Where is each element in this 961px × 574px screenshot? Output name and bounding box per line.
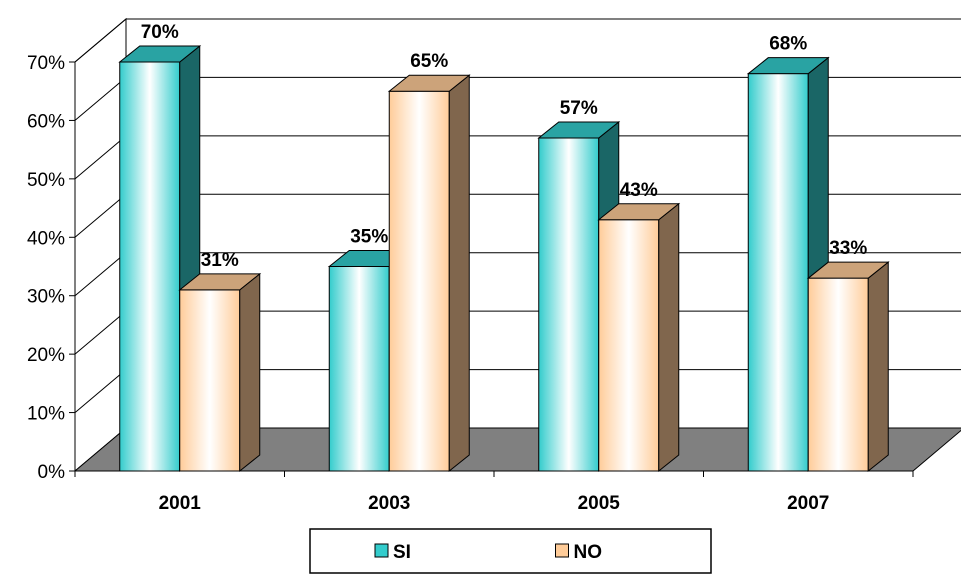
bars xyxy=(118,44,890,473)
y-tick-label: 0% xyxy=(38,462,66,483)
legend-swatch-no xyxy=(555,543,569,558)
bar-no-2003 xyxy=(387,74,471,473)
data-label-no: 33% xyxy=(829,238,867,259)
x-category-label: 2007 xyxy=(787,493,829,514)
bar-front-face xyxy=(538,137,600,472)
data-label-si: 57% xyxy=(560,98,598,119)
data-label-no: 43% xyxy=(620,180,658,201)
data-label-si: 35% xyxy=(350,227,388,248)
bar-no-2007 xyxy=(806,261,890,473)
bar-front-face xyxy=(388,90,450,472)
bar-top-face xyxy=(178,273,262,291)
x-category-label: 2001 xyxy=(159,493,202,514)
bar-front-face xyxy=(598,219,660,472)
y-tick-label: 50% xyxy=(27,170,65,191)
bar-side-face xyxy=(239,272,261,473)
bar-top-face xyxy=(387,74,471,92)
y-tick-label: 40% xyxy=(27,228,65,249)
legend-label-no: NO xyxy=(574,542,603,563)
data-label-no: 31% xyxy=(201,250,239,271)
data-labels: 70% 31% 35% 65% 57% 43% 68% 33% xyxy=(141,22,868,271)
y-tick-label: 70% xyxy=(27,53,65,74)
bar-no-2005 xyxy=(597,202,681,473)
bar-front-face xyxy=(807,277,869,472)
gridline xyxy=(74,18,961,63)
bar-top-face xyxy=(806,261,890,279)
side-wall xyxy=(74,17,127,473)
legend-swatch-si xyxy=(374,543,389,558)
bar-top-face xyxy=(537,121,621,139)
data-label-si: 68% xyxy=(769,34,807,55)
x-category-label: 2005 xyxy=(578,493,621,514)
bar-front-face xyxy=(747,73,809,472)
bar-top-face xyxy=(597,203,681,221)
y-tick-label: 10% xyxy=(27,404,65,425)
legend-label-si: SI xyxy=(393,542,411,563)
bar-no-2001 xyxy=(178,272,262,473)
x-category-label: 2003 xyxy=(368,493,410,514)
bar-front-face xyxy=(119,61,181,472)
bar-side-face xyxy=(658,202,680,473)
bar-top-face xyxy=(746,57,830,75)
axes: 0% 10% 20% 30% 40% 50% 60% 70% 2001 2003 2005 2007 xyxy=(27,53,914,514)
legend: SI NO xyxy=(309,528,712,574)
y-tick-label: 30% xyxy=(27,287,65,308)
bar-front-face xyxy=(179,289,241,472)
bar-top-face xyxy=(118,45,202,63)
bar-side-face xyxy=(867,261,889,473)
bar-front-face xyxy=(328,266,390,472)
y-tick-label: 20% xyxy=(27,345,65,366)
data-label-si: 70% xyxy=(141,22,179,43)
data-label-no: 65% xyxy=(410,51,448,72)
legend-box xyxy=(309,528,712,574)
y-tick-label: 60% xyxy=(27,111,65,132)
bar-side-face xyxy=(448,74,470,473)
